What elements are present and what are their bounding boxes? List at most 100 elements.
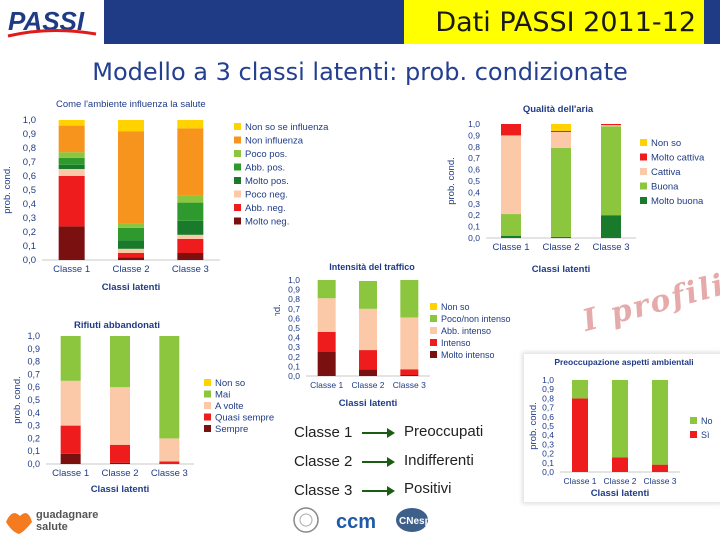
chart-svg: Come l'ambiente influenza la salute 0,0 0,…: [2, 99, 329, 293]
passi-logo-graphic: PASSI: [7, 6, 97, 38]
x-axis-label: Classi latenti: [591, 488, 650, 499]
legend-swatch: [640, 153, 647, 161]
y-tick-label: 0,6: [27, 382, 40, 392]
x-tick-label: Classe 2: [543, 242, 580, 253]
chart-title: Rifiuti abbandonati: [74, 320, 160, 331]
y-tick-label: 0,3: [23, 213, 36, 224]
legend-label: Non so: [215, 378, 245, 389]
legend-swatch: [204, 425, 211, 432]
bar-segment-molto-pos: [177, 220, 204, 235]
y-tick-label: 1,0: [23, 115, 36, 126]
x-axis-label: Classi latenti: [91, 484, 150, 495]
legend-label: Cattiva: [651, 167, 681, 178]
chart-intensita-traffico: Intensità del traffico 0,0 0,1 0,2 0,3 0,4 0,5…: [272, 262, 528, 412]
bar-segment-s: [572, 398, 588, 472]
y-tick-label: 0,9: [288, 285, 300, 295]
bar-segment-poco-pos: [118, 223, 144, 228]
bar-segment-molto-neg: [177, 253, 204, 260]
bar-segment-non-influenza: [58, 125, 85, 153]
y-tick-label: 0,7: [288, 304, 300, 314]
x-tick-label: Classe 3: [172, 264, 209, 275]
passi-logo: PASSI: [0, 0, 104, 44]
chart-preoccupazione-ambientale: Preoccupazione aspetti ambientali 0,0 0,1 0…: [524, 354, 720, 502]
bar-segment-non-so-se-influenza: [58, 120, 85, 126]
bar-segment-molto-buona: [501, 235, 521, 238]
bar-segment-non-so-se-influenza: [177, 120, 204, 129]
y-axis-label: prob. cond.: [528, 402, 539, 450]
heart-icon: [6, 513, 32, 534]
legend-label: Non influenza: [245, 136, 304, 147]
legend-label: Non so: [651, 138, 681, 149]
bar-segment-buona: [601, 126, 621, 216]
y-tick-label: 0,2: [288, 352, 300, 362]
y-tick-label: 0,7: [23, 157, 36, 168]
bar-segment-s: [612, 457, 628, 472]
y-tick-label: 0,2: [27, 433, 40, 443]
y-tick-label: 0,1: [23, 241, 36, 252]
y-tick-label: 0,8: [542, 393, 554, 403]
legend-label: Poco/non intenso: [441, 314, 511, 324]
bar-segment-molto-neg: [58, 226, 85, 260]
footer-logos: ccm CNesps: [292, 502, 452, 538]
y-tick-label: 0,5: [288, 323, 300, 333]
x-tick-label: Classe 2: [351, 380, 384, 390]
y-tick-label: 1,0: [468, 119, 480, 129]
y-tick-label: 0,1: [288, 361, 300, 371]
legend-swatch: [234, 150, 241, 157]
legend-label: Molto pos.: [245, 176, 289, 187]
slide-subtitle: Modello a 3 classi latenti: prob. condiz…: [92, 58, 628, 86]
x-tick-label: Classe 3: [151, 468, 188, 479]
legend-swatch: [204, 413, 211, 421]
legend-swatch: [204, 402, 211, 409]
legend-swatch: [640, 168, 647, 175]
y-tick-label: 0,0: [27, 459, 40, 469]
chart-svg: Intensità del traffico 0,00,10,20,30,40,5…: [272, 262, 511, 409]
y-tick-label: 0,1: [27, 446, 40, 456]
chart-svg: Rifiuti abbandonati 0,0 0,1 0,2 0,3 0,4 0,5 0,6…: [12, 320, 274, 495]
legend-swatch: [234, 204, 241, 211]
x-tick-label: Classe 1: [53, 264, 90, 275]
mapping-class-1: Classe 1: [294, 424, 353, 441]
x-tick-label: Classe 1: [563, 476, 596, 486]
y-tick-label: 0,9: [27, 344, 40, 354]
mapping-class-2: Classe 2: [294, 453, 353, 470]
bar-segment-abb-neg: [177, 239, 204, 253]
y-tick-label: 0,0: [542, 467, 554, 477]
y-tick-label: 0,2: [23, 227, 36, 238]
y-tick-label: 0,8: [288, 294, 300, 304]
x-tick-label: Classe 1: [310, 380, 343, 390]
bar-segment-molto-cattiva: [551, 130, 571, 132]
y-tick-label: 0,3: [288, 342, 300, 352]
mapping-profile-3: Positivi: [404, 480, 452, 497]
bar-segment-molto-intenso: [400, 375, 419, 376]
chart-svg: Qualità dell'aria 0,00,1 0,20,3 0,40,50,6 0,…: [446, 104, 705, 275]
legend-swatch: [234, 136, 241, 144]
page-title: Dati PASSI 2011-12: [404, 0, 704, 44]
legend-swatch: [234, 177, 241, 184]
passi-logo-swoosh: [7, 28, 97, 38]
y-tick-label: 0,4: [288, 333, 300, 343]
legend-swatch: [690, 417, 697, 424]
bar-segment-sempre: [60, 453, 81, 464]
y-tick-label: 1,0: [542, 375, 554, 385]
y-tick-label: 0,5: [23, 185, 36, 196]
legend-label: Abb. neg.: [245, 203, 286, 214]
legend-label: Molto cattiva: [651, 153, 705, 164]
x-tick-label: Classe 3: [393, 380, 426, 390]
bar-segment-molto-intenso: [359, 369, 377, 376]
legend-label: Non so: [441, 302, 470, 312]
y-tick-label: 0,7: [27, 369, 40, 379]
chart-title: Preoccupazione aspetti ambientali: [554, 357, 693, 367]
header: PASSI Dati PASSI 2011-12: [0, 0, 720, 44]
y-tick-label: 0,3: [542, 439, 554, 449]
legend-label: Quasi sempre: [215, 413, 274, 424]
y-tick-label: 1,0: [27, 331, 40, 341]
y-tick-label: 1,0: [288, 275, 300, 285]
y-tick-label: 0,9: [23, 129, 36, 140]
ministry-seal-inner: [299, 513, 313, 527]
bar-segment-poco-neg: [118, 248, 144, 253]
y-tick-label: 0,4: [542, 430, 554, 440]
x-tick-label: Classe 3: [593, 242, 630, 253]
bar-segment-non-influenza: [177, 128, 204, 196]
y-tick-label: 0,9: [542, 384, 554, 394]
